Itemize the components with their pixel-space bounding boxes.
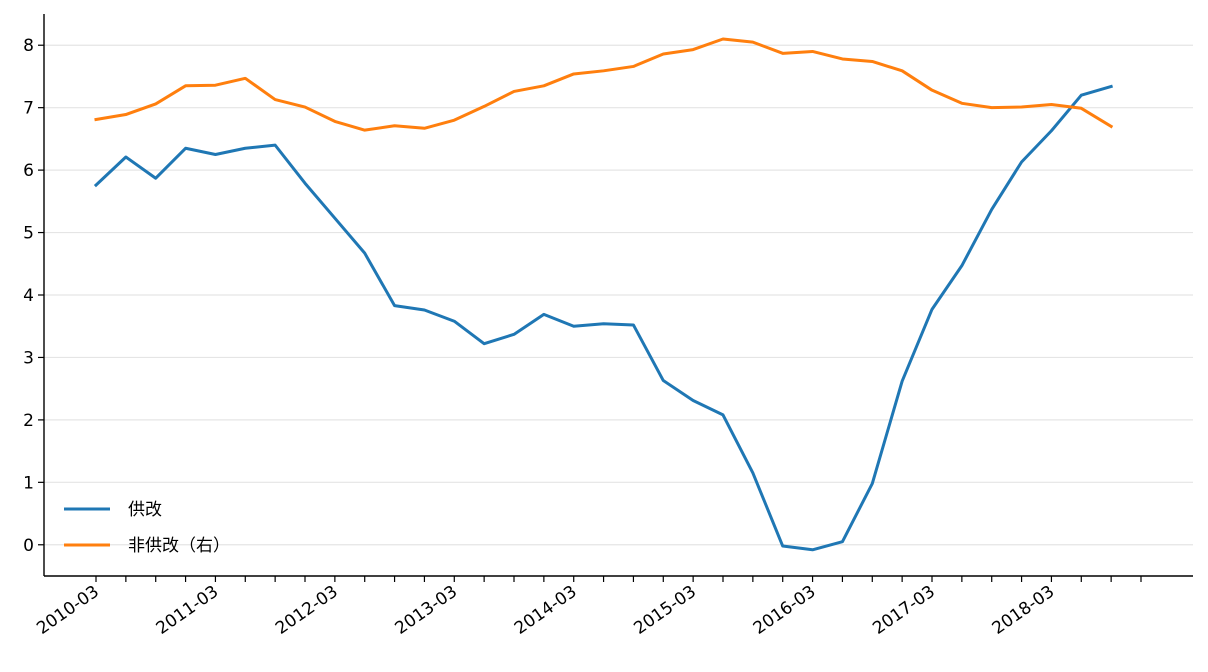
x-tick-label: 2011-03 <box>153 582 223 639</box>
y-tick-label: 8 <box>23 36 34 56</box>
y-tick-label: 4 <box>23 286 34 306</box>
x-tick-label: 2018-03 <box>989 582 1059 639</box>
x-tick-label: 2013-03 <box>391 582 461 639</box>
x-axis-ticks: 2010-03 2011-03 2012-03 2013-03 2014-03 2015-… <box>33 576 1142 639</box>
y-tick-label: 3 <box>23 348 34 368</box>
y-tick-label: 7 <box>23 99 34 119</box>
x-tick-label: 2015-03 <box>630 582 700 639</box>
series-lines <box>93 37 1114 552</box>
y-tick-label: 5 <box>23 224 34 244</box>
x-tick-label: 2017-03 <box>869 582 939 639</box>
legend-label-0: 供改 <box>128 500 162 520</box>
x-tick-label: 2012-03 <box>272 582 342 639</box>
legend-label-1: 非供改（右） <box>128 536 230 556</box>
x-tick-label: 2010-03 <box>33 582 103 639</box>
gridlines <box>44 44 1193 546</box>
y-tick-label: 6 <box>23 161 34 181</box>
y-tick-label: 1 <box>23 473 34 493</box>
x-tick-label: 2016-03 <box>750 582 820 639</box>
series-line-1 <box>94 37 1114 132</box>
series-line-0 <box>93 84 1114 552</box>
x-tick-label: 2014-03 <box>511 582 581 639</box>
y-tick-label: 0 <box>23 536 34 556</box>
y-axis-ticks: 0 1 2 3 4 5 6 7 8 <box>23 36 44 556</box>
y-tick-label: 2 <box>23 411 34 431</box>
